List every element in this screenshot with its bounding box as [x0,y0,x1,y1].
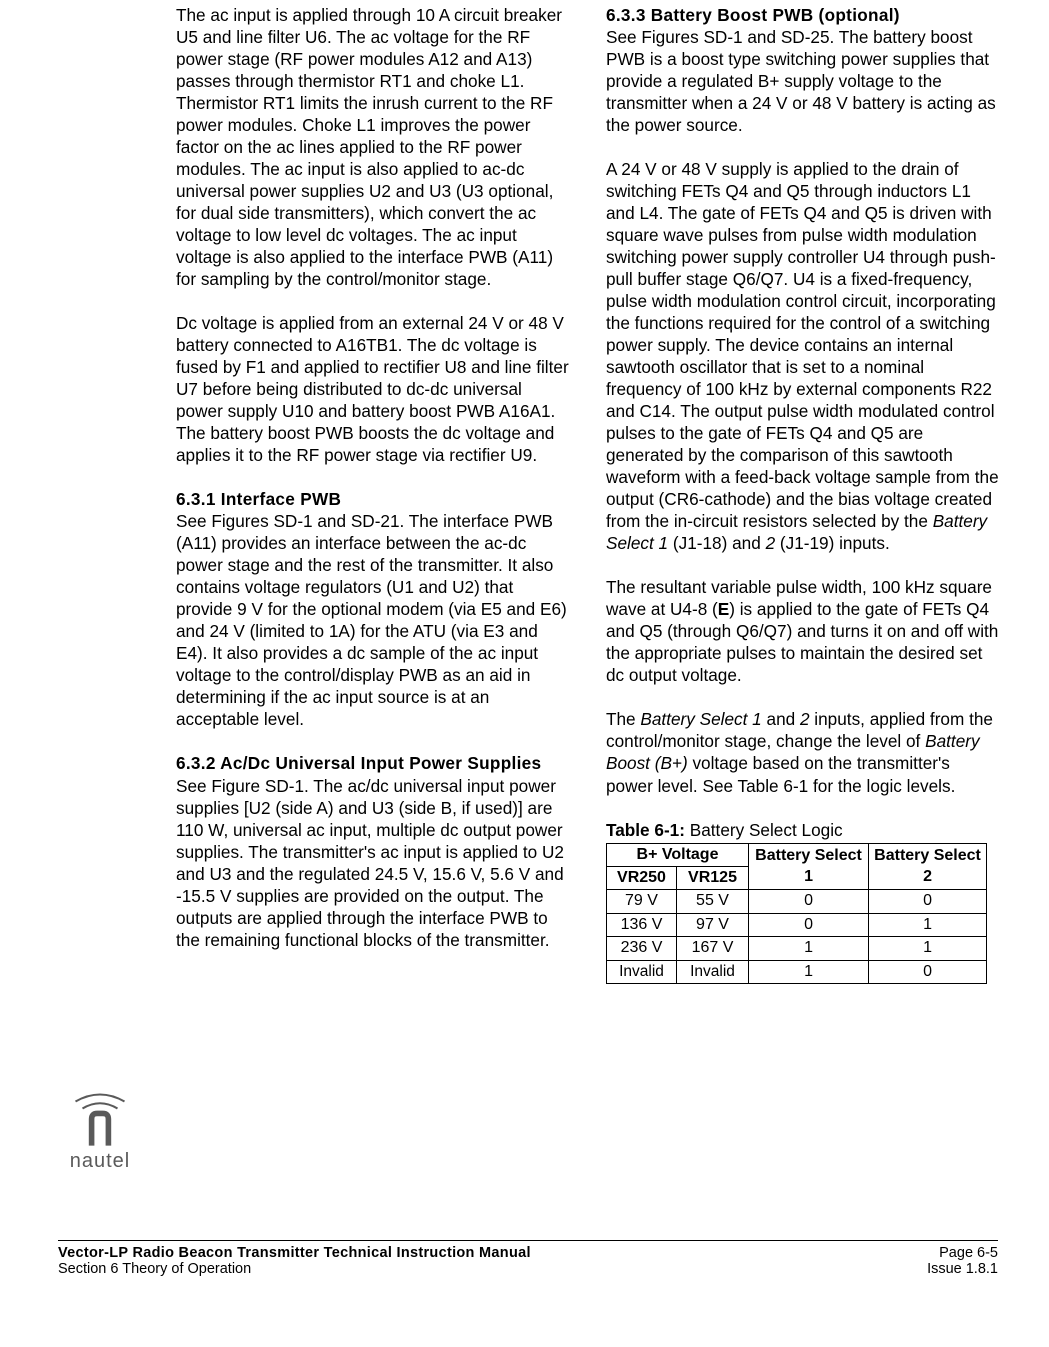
battery-select-1-ref: Battery Select 1 [640,709,761,729]
table-caption-num: Table 6-1: [606,820,685,840]
issue-number: Issue 1.8.1 [927,1261,998,1277]
page-number: Page 6-5 [927,1245,998,1261]
table-row: 79 V 55 V 0 0 [607,890,987,913]
cell: 136 V [607,913,677,936]
column-right: 6.3.3 Battery Boost PWB (optional) See F… [606,4,1001,984]
cell: 0 [869,960,987,983]
para: The resultant variable pulse width, 100 … [606,576,1001,686]
bold-E: E [718,599,729,619]
table-caption: Table 6-1: Battery Select Logic [606,819,1001,841]
table-caption-text: Battery Select Logic [685,820,843,840]
th-b-voltage: B+ Voltage [607,843,749,866]
para: See Figures SD-1 and SD-25. The battery … [606,26,1001,136]
table-header-row: B+ Voltage Battery Select 1 Battery Sele… [607,843,987,866]
text: (J1-19) inputs. [775,533,890,553]
cell: 79 V [607,890,677,913]
cell: 0 [749,913,869,936]
page: The ac input is applied through 10 A cir… [0,0,1049,1347]
heading-6-3-1: 6.3.1 Interface PWB [176,488,571,510]
content-area: The ac input is applied through 10 A cir… [176,4,1001,984]
battery-select-logic-table: B+ Voltage Battery Select 1 Battery Sele… [606,843,987,985]
cell: 167 V [677,937,749,960]
th-battery-select-2: Battery Select 2 [869,843,987,890]
two-ref: 2 [766,533,776,553]
para: Dc voltage is applied from an external 2… [176,312,571,466]
heading-6-3-2: 6.3.2 Ac/Dc Universal Input Power Suppli… [176,752,571,774]
cell: Invalid [607,960,677,983]
text: The [606,709,640,729]
table-row: Invalid Invalid 1 0 [607,960,987,983]
cell: 97 V [677,913,749,936]
nautel-logo: nautel [60,1090,140,1173]
cell: 1 [869,937,987,960]
footer-left: Vector-LP Radio Beacon Transmitter Techn… [58,1245,531,1277]
cell: 0 [749,890,869,913]
text: A 24 V or 48 V supply is applied to the … [606,159,999,531]
th-battery-select-1: Battery Select 1 [749,843,869,890]
cell: Invalid [677,960,749,983]
th-vr250: VR250 [607,867,677,890]
antenna-icon [65,1090,135,1148]
column-left: The ac input is applied through 10 A cir… [176,4,571,984]
para: See Figures SD-1 and SD-21. The interfac… [176,510,571,730]
cell: 236 V [607,937,677,960]
manual-title: Vector-LP Radio Beacon Transmitter Techn… [58,1245,531,1261]
cell: 55 V [677,890,749,913]
cell: 1 [749,937,869,960]
cell: 1 [749,960,869,983]
cell: 0 [869,890,987,913]
text: (J1-18) and [668,533,765,553]
para: The ac input is applied through 10 A cir… [176,4,571,290]
page-footer: Vector-LP Radio Beacon Transmitter Techn… [58,1240,998,1277]
para: A 24 V or 48 V supply is applied to the … [606,158,1001,554]
footer-right: Page 6-5 Issue 1.8.1 [927,1245,998,1277]
table-row: 136 V 97 V 0 1 [607,913,987,936]
section-title: Section 6 Theory of Operation [58,1261,531,1277]
two-ref: 2 [800,709,810,729]
para: See Figure SD-1. The ac/dc universal inp… [176,775,571,951]
cell: 1 [869,913,987,936]
heading-6-3-3: 6.3.3 Battery Boost PWB (optional) [606,4,1001,26]
text: and [762,709,800,729]
logo-text: nautel [60,1150,140,1173]
th-vr125: VR125 [677,867,749,890]
para: The Battery Select 1 and 2 inputs, appli… [606,708,1001,796]
table-row: 236 V 167 V 1 1 [607,937,987,960]
